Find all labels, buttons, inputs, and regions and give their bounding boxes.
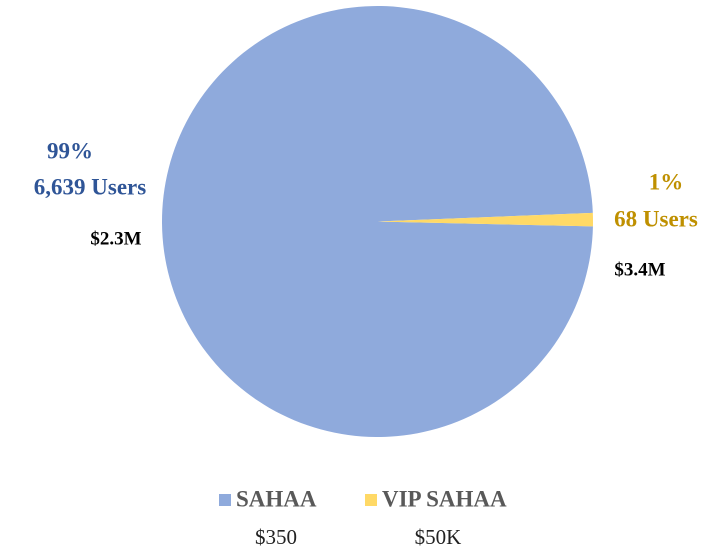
percent-label: 99% [47, 138, 93, 163]
pie-slice [377, 212, 593, 227]
legend-label: VIP SAHAA [382, 486, 507, 511]
legend-swatch [365, 494, 377, 506]
pie-slice [161, 5, 593, 437]
legend-swatch [219, 494, 231, 506]
users-label: 68 Users [614, 206, 698, 231]
revenue-label: $2.3M [90, 228, 141, 249]
users-label: 6,639 Users [34, 174, 146, 199]
price-label: $350 [255, 525, 297, 549]
percent-label: 1% [649, 169, 684, 194]
revenue-label: $3.4M [614, 259, 665, 280]
legend-label: SAHAA [236, 486, 317, 511]
price-label: $50K [415, 525, 462, 549]
